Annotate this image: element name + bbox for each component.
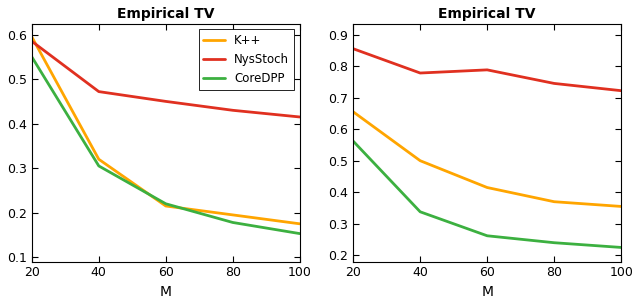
Legend: K++, NysStoch, CoreDPP: K++, NysStoch, CoreDPP (198, 29, 294, 90)
Line: NysStoch: NysStoch (32, 41, 300, 117)
K++ (617, 205, 625, 208)
K++ (550, 200, 558, 203)
CoreDPP (483, 234, 491, 238)
NysStoch (229, 108, 237, 112)
Line: K++: K++ (32, 37, 300, 224)
CoreDPP (349, 139, 357, 143)
K++ (483, 186, 491, 189)
K++ (95, 157, 102, 161)
K++ (28, 35, 36, 39)
NysStoch (483, 68, 491, 72)
K++ (229, 213, 237, 217)
K++ (296, 222, 303, 226)
K++ (349, 110, 357, 114)
Line: NysStoch: NysStoch (353, 49, 621, 91)
CoreDPP (550, 241, 558, 244)
Line: CoreDPP: CoreDPP (353, 141, 621, 248)
K++ (417, 159, 424, 162)
CoreDPP (617, 246, 625, 249)
NysStoch (417, 71, 424, 75)
NysStoch (296, 115, 303, 119)
Title: Empirical TV: Empirical TV (438, 7, 536, 21)
Line: CoreDPP: CoreDPP (32, 57, 300, 233)
NysStoch (162, 99, 170, 103)
NysStoch (349, 47, 357, 50)
NysStoch (617, 89, 625, 92)
K++ (162, 204, 170, 208)
Title: Empirical TV: Empirical TV (117, 7, 214, 21)
NysStoch (550, 82, 558, 85)
Line: K++: K++ (353, 112, 621, 207)
CoreDPP (417, 210, 424, 214)
CoreDPP (229, 221, 237, 224)
CoreDPP (162, 202, 170, 206)
X-axis label: M: M (160, 285, 172, 299)
CoreDPP (28, 55, 36, 59)
NysStoch (95, 90, 102, 93)
X-axis label: M: M (481, 285, 493, 299)
CoreDPP (95, 164, 102, 168)
CoreDPP (296, 232, 303, 235)
NysStoch (28, 39, 36, 43)
